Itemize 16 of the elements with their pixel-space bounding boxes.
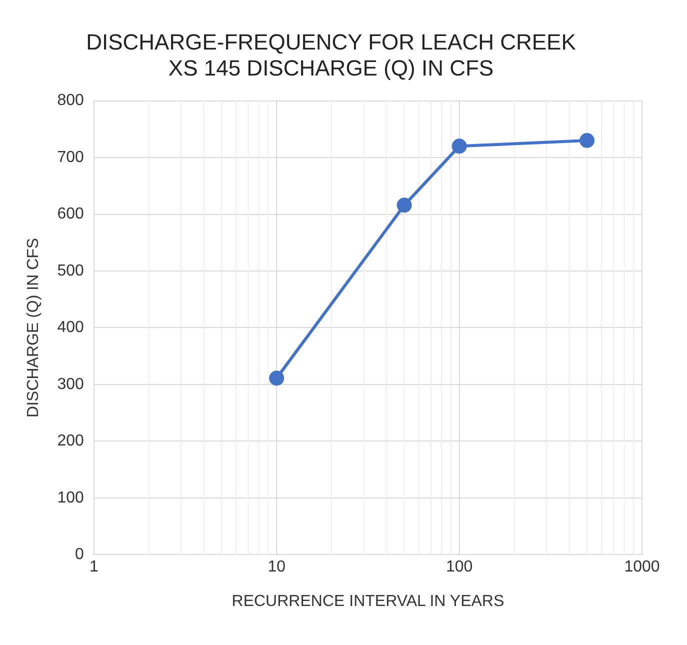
y-tick-label: 700 <box>57 148 84 166</box>
x-tick-label: 100 <box>446 558 473 576</box>
x-axis-title: RECURRENCE INTERVAL IN YEARS <box>232 592 504 610</box>
y-tick-label: 600 <box>57 206 84 223</box>
y-tick-label: 800 <box>57 92 84 110</box>
x-tick-label: 1000 <box>624 558 660 576</box>
x-tick-label: 1 <box>89 558 98 576</box>
y-axis-title: DISCHARGE (Q) IN CFS <box>25 238 42 418</box>
x-tick-label: 10 <box>268 558 286 576</box>
y-tick-label: 300 <box>57 376 84 393</box>
y-tick-label: 100 <box>57 489 84 506</box>
y-tick-label: 0 <box>74 546 84 564</box>
y-tick-label: 200 <box>57 432 84 450</box>
chart-title: DISCHARGE-FREQUENCY FOR LEACH CREEK XS 145 DISCHARGE (Q) IN CFS <box>86 29 576 81</box>
y-tick-label: 400 <box>57 319 84 336</box>
y-tick-label: 500 <box>57 262 84 280</box>
